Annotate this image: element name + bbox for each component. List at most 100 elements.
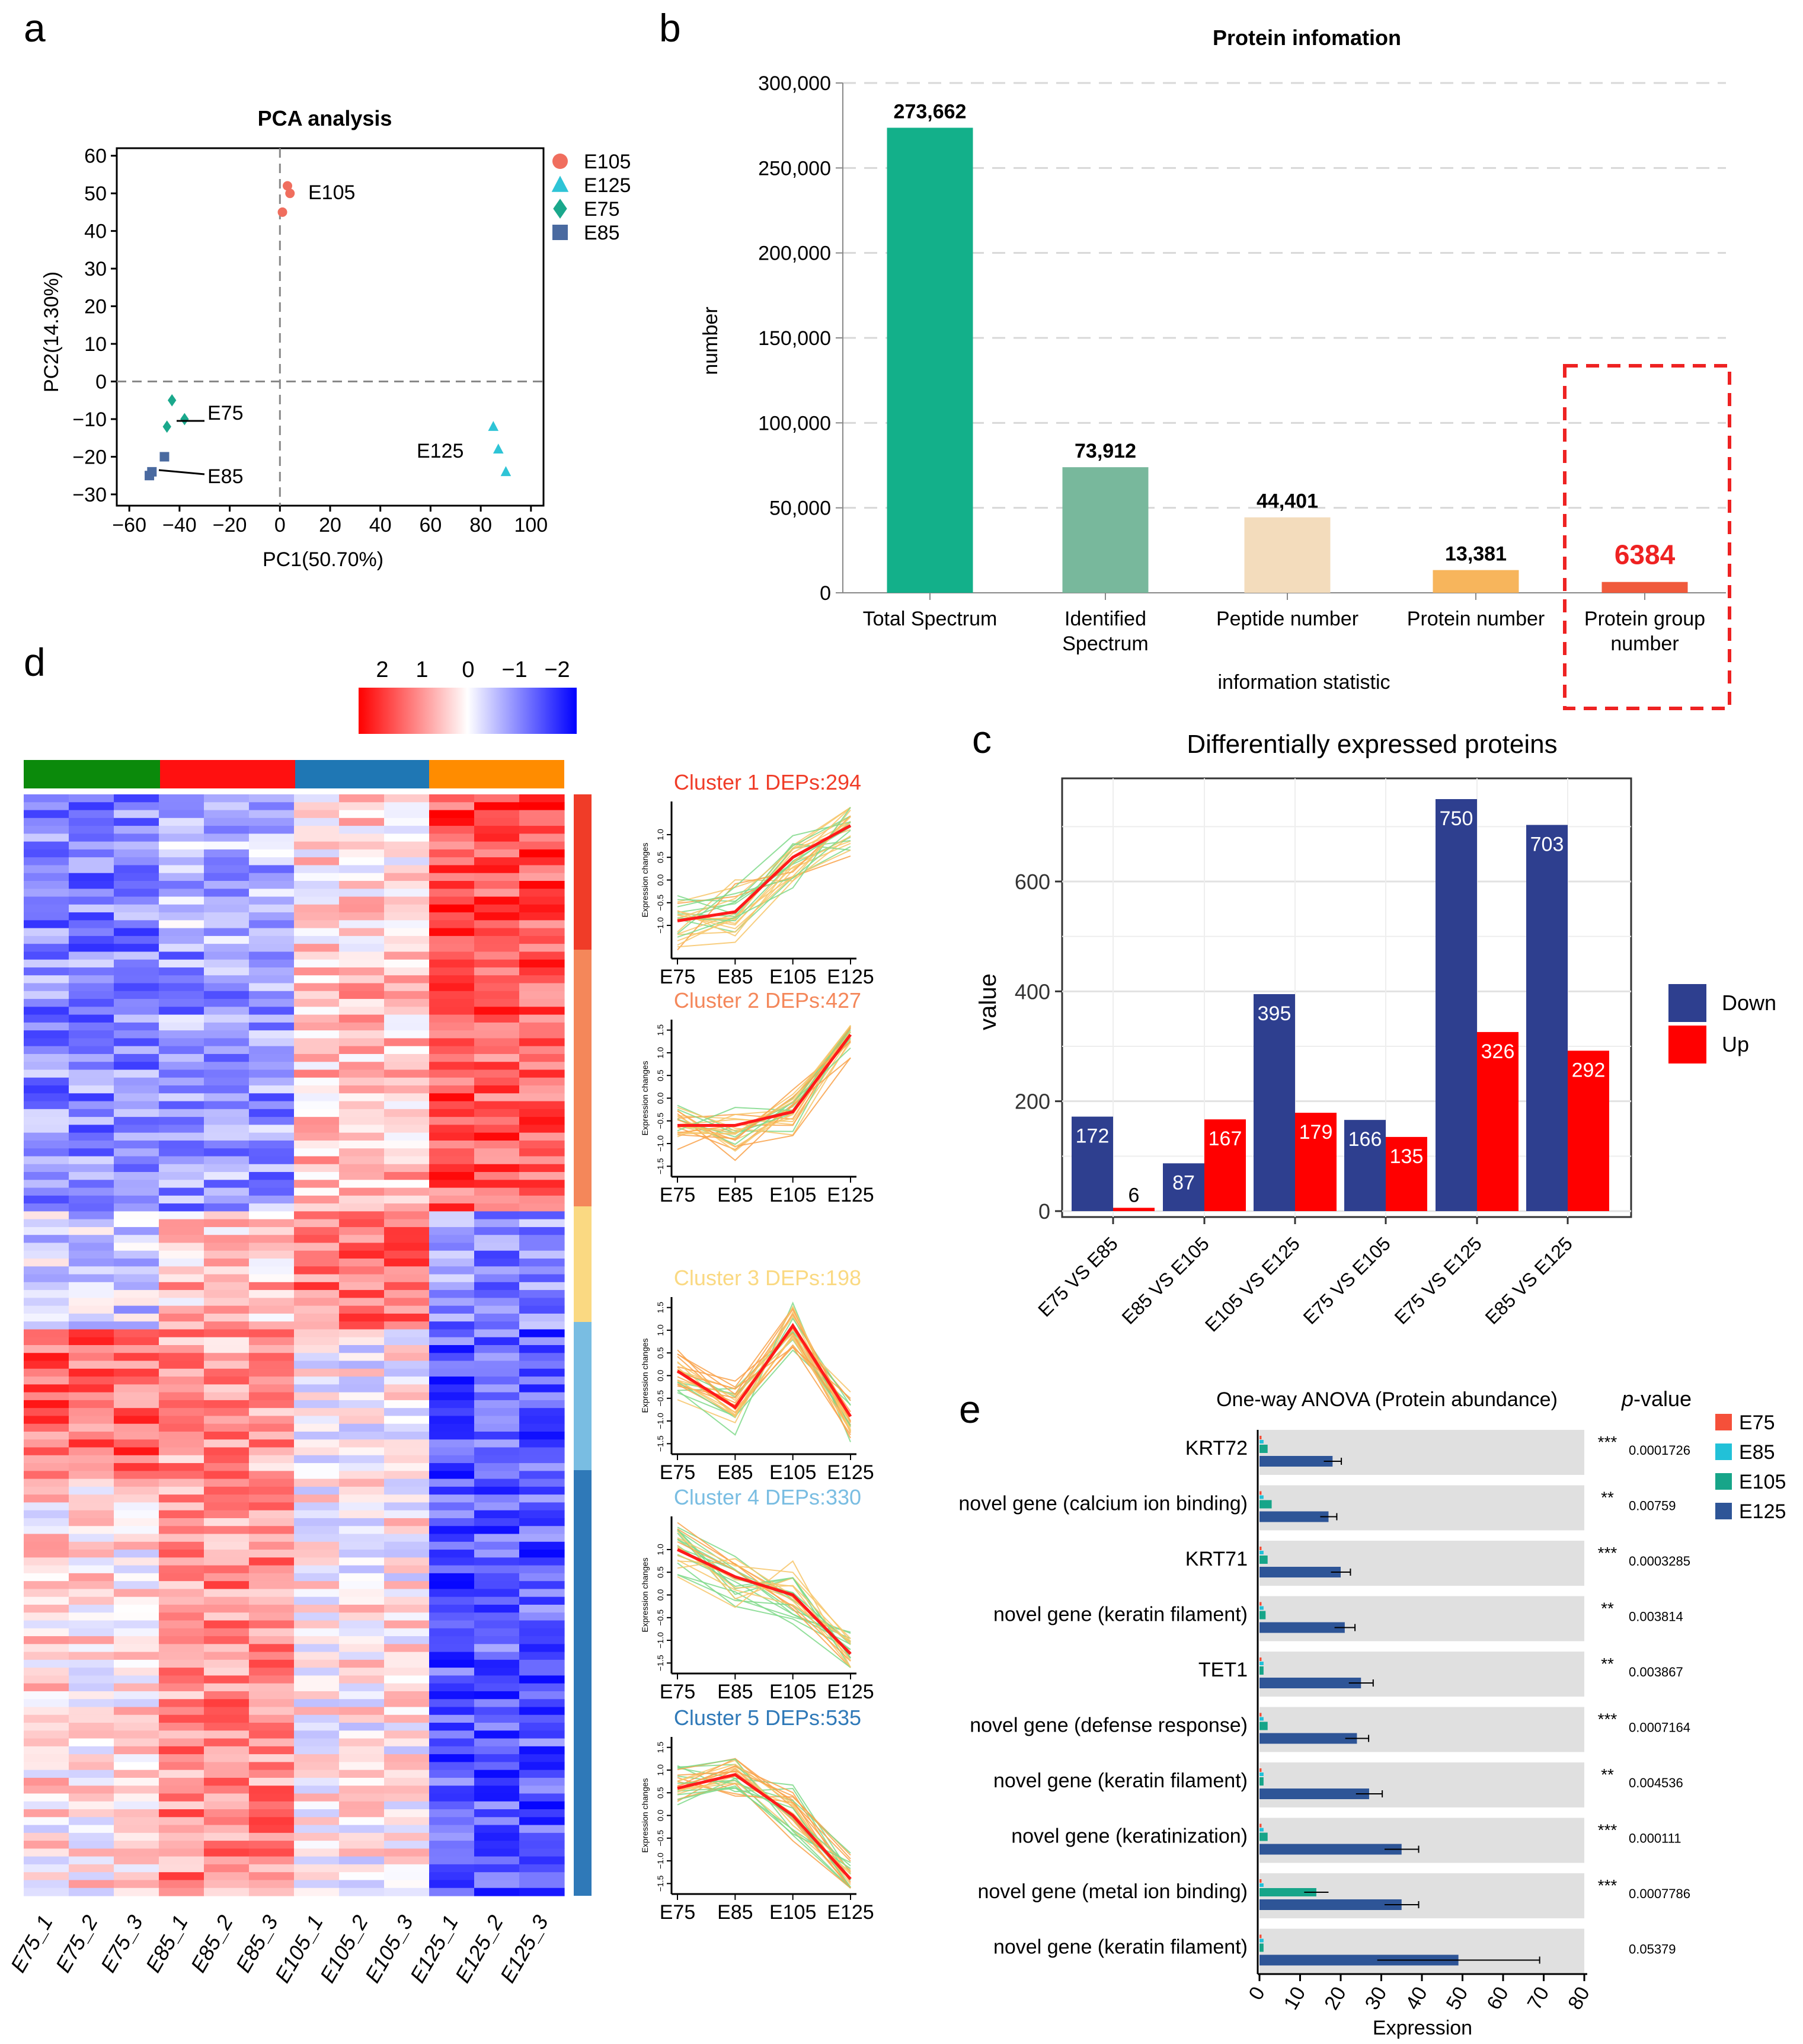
heatmap-cell bbox=[429, 1416, 475, 1425]
e-bar-e125 bbox=[1259, 1511, 1329, 1522]
heatmap-cell bbox=[294, 1353, 340, 1362]
heatmap-column-label: E75_1 bbox=[5, 1911, 57, 1977]
heatmap-cell bbox=[519, 857, 565, 866]
heatmap-cell bbox=[384, 1290, 430, 1298]
e-bar-e75 bbox=[1259, 1879, 1262, 1883]
heatmap-cell bbox=[69, 1164, 114, 1173]
e-pvalue: 0.004536 bbox=[1629, 1775, 1683, 1790]
heatmap-cell bbox=[429, 959, 475, 968]
heatmap-cell bbox=[339, 1864, 385, 1873]
heatmap-cell bbox=[429, 1132, 475, 1141]
cluster-x-tick-label: E105 bbox=[769, 1461, 816, 1484]
heatmap-cell bbox=[114, 1486, 159, 1495]
heatmap-cell bbox=[384, 1612, 430, 1621]
heatmap-cell bbox=[159, 1604, 204, 1613]
heatmap-cell bbox=[69, 904, 114, 913]
heatmap-cell bbox=[339, 1416, 385, 1425]
heatmap-cell bbox=[24, 1195, 69, 1204]
heatmap-cell bbox=[24, 1856, 69, 1865]
heatmap-cell bbox=[159, 1864, 204, 1873]
heatmap-cell bbox=[204, 1793, 250, 1802]
heatmap-cell bbox=[429, 1298, 475, 1307]
heatmap-cell bbox=[519, 991, 565, 999]
heatmap-cell bbox=[384, 1101, 430, 1110]
heatmap-cell bbox=[384, 849, 430, 858]
b-y-tick-label: 250,000 bbox=[758, 157, 831, 180]
heatmap-cell bbox=[159, 975, 204, 984]
heatmap-cell bbox=[474, 1612, 520, 1621]
heatmap-cell bbox=[159, 841, 204, 850]
heatmap-cell bbox=[114, 1101, 159, 1110]
heatmap-cell bbox=[249, 1164, 295, 1173]
heatmap-cell bbox=[294, 1282, 340, 1291]
heatmap-cell bbox=[384, 1534, 430, 1542]
heatmap-cell bbox=[249, 1668, 295, 1676]
e-significance-stars: ** bbox=[1601, 1599, 1614, 1618]
heatmap-cell bbox=[204, 889, 250, 898]
heatmap-cell bbox=[159, 1825, 204, 1834]
heatmap-cell bbox=[69, 849, 114, 858]
heatmap-cell bbox=[69, 1762, 114, 1771]
heatmap-cell bbox=[249, 912, 295, 921]
heatmap-cell bbox=[294, 967, 340, 976]
heatmap-cell bbox=[69, 1274, 114, 1283]
heatmap-cell bbox=[294, 1770, 340, 1778]
heatmap-cell bbox=[249, 1423, 295, 1432]
heatmap-cell bbox=[294, 1652, 340, 1660]
cluster-side-bar-3 bbox=[574, 1206, 592, 1322]
heatmap-cell bbox=[294, 1557, 340, 1566]
heatmap-cell bbox=[339, 1400, 385, 1409]
heatmap-cell bbox=[114, 1754, 159, 1762]
heatmap-cell bbox=[474, 1093, 520, 1102]
heatmap-cell bbox=[339, 1604, 385, 1613]
heatmap-cell bbox=[114, 1864, 159, 1873]
heatmap-cell bbox=[204, 1714, 250, 1723]
heatmap-cell bbox=[24, 1266, 69, 1275]
heatmap-cell bbox=[384, 1738, 430, 1747]
heatmap-cell bbox=[114, 1125, 159, 1133]
heatmap-cell bbox=[429, 1022, 475, 1031]
heatmap-cell bbox=[339, 841, 385, 850]
heatmap-cell bbox=[69, 1368, 114, 1377]
heatmap-cell bbox=[384, 841, 430, 850]
heatmap-cell bbox=[339, 1856, 385, 1865]
heatmap-cell bbox=[294, 1887, 340, 1896]
heatmap-cell bbox=[474, 1565, 520, 1574]
e-bar-e125 bbox=[1259, 1733, 1357, 1744]
heatmap-cell bbox=[114, 1384, 159, 1393]
heatmap-cell bbox=[429, 1573, 475, 1582]
heatmap-panel: 2 1 0 −1 −2 E75_1E75_2E75_3E85_1E85_2E85_3E1… bbox=[5, 657, 874, 1986]
heatmap-cell bbox=[249, 1714, 295, 1723]
cluster-x-tick-label: E85 bbox=[717, 966, 753, 988]
cluster-member-line bbox=[677, 1025, 851, 1132]
e-bar-e75 bbox=[1259, 1934, 1262, 1938]
heatmap-cell bbox=[519, 1376, 565, 1385]
heatmap-cell bbox=[339, 1235, 385, 1244]
heatmap-cell bbox=[114, 1628, 159, 1637]
heatmap-cell bbox=[384, 794, 430, 803]
heatmap-cell bbox=[249, 1848, 295, 1857]
heatmap-cell bbox=[249, 1400, 295, 1409]
heatmap-cell bbox=[474, 1809, 520, 1818]
heatmap-cell bbox=[69, 1825, 114, 1834]
heatmap-cell bbox=[249, 904, 295, 913]
pca-point-label-e85: E85 bbox=[207, 465, 244, 488]
heatmap-cell bbox=[474, 880, 520, 889]
heatmap-cell bbox=[384, 1007, 430, 1015]
heatmap-cell bbox=[159, 1282, 204, 1291]
heatmap-cell bbox=[519, 920, 565, 929]
heatmap-cell bbox=[339, 1518, 385, 1526]
heatmap-cell bbox=[204, 1014, 250, 1023]
heatmap-cell bbox=[114, 1502, 159, 1511]
heatmap-cell bbox=[204, 1746, 250, 1755]
heatmap-cell bbox=[24, 1219, 69, 1228]
heatmap-cell bbox=[204, 1675, 250, 1684]
heatmap-cell bbox=[474, 1557, 520, 1566]
heatmap-cell bbox=[519, 865, 565, 874]
heatmap-cell bbox=[339, 1628, 385, 1637]
heatmap-cell bbox=[69, 1723, 114, 1731]
heatmap-cell bbox=[429, 1730, 475, 1739]
heatmap-cell bbox=[474, 1132, 520, 1141]
heatmap-cell bbox=[339, 951, 385, 960]
heatmap-cell bbox=[474, 1620, 520, 1629]
